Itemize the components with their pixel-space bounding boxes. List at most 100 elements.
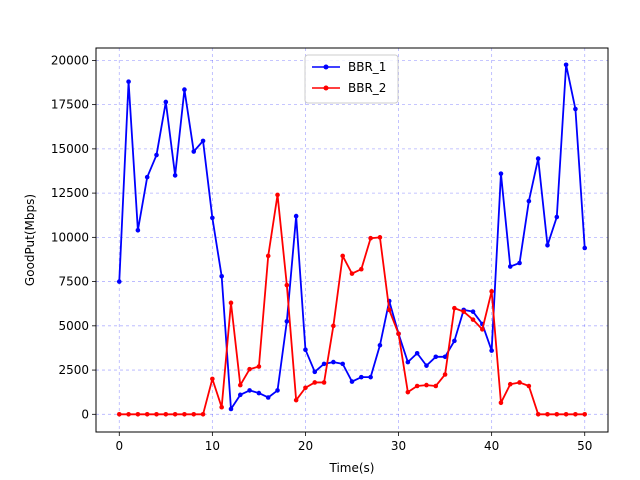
data-point-bbr-2 bbox=[154, 412, 159, 417]
data-point-bbr-2 bbox=[405, 389, 411, 395]
legend-label-bbr-2: BBR_2 bbox=[348, 81, 386, 95]
x-tick-label: 10 bbox=[205, 439, 220, 453]
data-point-bbr-2 bbox=[526, 383, 532, 389]
data-point-bbr-1 bbox=[545, 243, 550, 248]
series-line-bbr-1 bbox=[118, 63, 586, 410]
axis-ticks: 0 10 20 30 40 50 0 2500 5000 7500 10000 12500 15000 1… bbox=[51, 53, 593, 453]
data-point-bbr-2 bbox=[368, 235, 373, 241]
data-point-bbr-2 bbox=[331, 323, 336, 329]
data-point-bbr-2 bbox=[517, 380, 522, 385]
x-tick-label: 40 bbox=[484, 439, 499, 453]
data-point-bbr-1 bbox=[284, 319, 290, 324]
y-tick-label: 10000 bbox=[51, 230, 89, 244]
y-tick-label: 5000 bbox=[58, 319, 89, 333]
data-point-bbr-1 bbox=[144, 174, 150, 180]
x-axis-label: Time(s) bbox=[329, 461, 375, 475]
data-point-bbr-1 bbox=[359, 374, 364, 380]
x-tick-label: 0 bbox=[115, 439, 123, 453]
legend: BBR_1 BBR_2 bbox=[304, 54, 399, 104]
y-tick-label: 7500 bbox=[58, 275, 89, 289]
data-point-bbr-1 bbox=[433, 354, 439, 360]
data-point-bbr-2 bbox=[470, 317, 476, 322]
data-point-bbr-2 bbox=[182, 412, 187, 417]
data-point-bbr-1 bbox=[535, 156, 541, 161]
data-point-bbr-1 bbox=[265, 395, 271, 400]
data-point-bbr-2 bbox=[237, 382, 243, 388]
data-point-bbr-1 bbox=[414, 350, 420, 356]
data-point-bbr-2 bbox=[191, 412, 197, 417]
grid bbox=[96, 48, 608, 432]
data-point-bbr-1 bbox=[442, 354, 448, 360]
data-point-bbr-1 bbox=[498, 171, 504, 176]
data-point-bbr-1 bbox=[200, 138, 206, 144]
legend-marker-bbr-2 bbox=[323, 85, 329, 91]
data-point-bbr-1 bbox=[452, 338, 457, 344]
data-point-bbr-2 bbox=[116, 412, 122, 417]
data-point-bbr-1 bbox=[368, 374, 373, 380]
data-point-bbr-2 bbox=[163, 412, 169, 417]
data-point-bbr-1 bbox=[470, 309, 476, 314]
data-point-bbr-2 bbox=[340, 253, 345, 259]
data-point-bbr-1 bbox=[554, 214, 560, 220]
data-point-bbr-2 bbox=[452, 305, 457, 311]
data-point-bbr-2 bbox=[461, 309, 467, 314]
data-point-bbr-1 bbox=[116, 279, 122, 284]
data-point-bbr-2 bbox=[321, 380, 327, 385]
series-layer bbox=[116, 62, 588, 417]
x-tick-label: 50 bbox=[577, 439, 592, 453]
data-point-bbr-1 bbox=[228, 406, 234, 412]
x-tick-label: 20 bbox=[298, 439, 313, 453]
data-point-bbr-1 bbox=[303, 347, 308, 353]
y-tick-label: 15000 bbox=[51, 142, 89, 156]
data-point-bbr-2 bbox=[210, 376, 215, 382]
data-point-bbr-2 bbox=[359, 266, 364, 272]
data-point-bbr-1 bbox=[340, 361, 345, 367]
data-point-bbr-1 bbox=[126, 79, 131, 84]
data-point-bbr-1 bbox=[163, 99, 169, 105]
data-point-bbr-2 bbox=[126, 412, 131, 417]
data-point-bbr-1 bbox=[424, 363, 429, 368]
data-point-bbr-2 bbox=[424, 382, 429, 388]
data-point-bbr-2 bbox=[442, 372, 448, 377]
data-point-bbr-2 bbox=[247, 366, 252, 372]
data-point-bbr-1 bbox=[489, 348, 494, 353]
data-point-bbr-2 bbox=[582, 412, 588, 417]
legend-marker-bbr-1 bbox=[323, 64, 329, 70]
data-point-bbr-2 bbox=[480, 327, 485, 332]
data-point-bbr-1 bbox=[172, 173, 178, 178]
data-point-bbr-1 bbox=[582, 245, 588, 251]
data-point-bbr-1 bbox=[321, 361, 327, 367]
y-tick-label: 2500 bbox=[58, 363, 89, 377]
data-point-bbr-1 bbox=[219, 273, 224, 279]
data-point-bbr-1 bbox=[293, 213, 299, 219]
data-point-bbr-2 bbox=[554, 412, 560, 417]
y-tick-label: 17500 bbox=[51, 98, 89, 112]
data-point-bbr-2 bbox=[498, 400, 504, 406]
data-point-bbr-2 bbox=[293, 397, 299, 403]
data-point-bbr-2 bbox=[256, 364, 262, 369]
data-point-bbr-1 bbox=[237, 392, 243, 398]
data-point-bbr-2 bbox=[396, 331, 401, 337]
data-point-bbr-2 bbox=[228, 300, 234, 306]
data-point-bbr-1 bbox=[154, 152, 159, 158]
data-point-bbr-2 bbox=[200, 412, 206, 417]
data-point-bbr-1 bbox=[405, 359, 411, 365]
data-point-bbr-2 bbox=[219, 404, 224, 410]
data-point-bbr-2 bbox=[414, 383, 420, 389]
data-point-bbr-2 bbox=[573, 412, 578, 417]
data-point-bbr-1 bbox=[507, 264, 513, 269]
data-point-bbr-2 bbox=[172, 412, 178, 417]
data-point-bbr-2 bbox=[265, 253, 271, 259]
y-tick-label: 20000 bbox=[51, 53, 89, 67]
data-point-bbr-1 bbox=[182, 87, 187, 92]
data-point-bbr-2 bbox=[349, 271, 355, 276]
data-point-bbr-2 bbox=[303, 385, 308, 391]
data-point-bbr-1 bbox=[256, 390, 262, 396]
data-point-bbr-2 bbox=[284, 282, 290, 288]
data-point-bbr-2 bbox=[489, 289, 494, 294]
data-point-bbr-1 bbox=[526, 198, 532, 204]
data-point-bbr-1 bbox=[563, 62, 569, 68]
plot-frame bbox=[95, 47, 609, 433]
y-axis-label: GoodPut(Mbps) bbox=[23, 194, 37, 286]
